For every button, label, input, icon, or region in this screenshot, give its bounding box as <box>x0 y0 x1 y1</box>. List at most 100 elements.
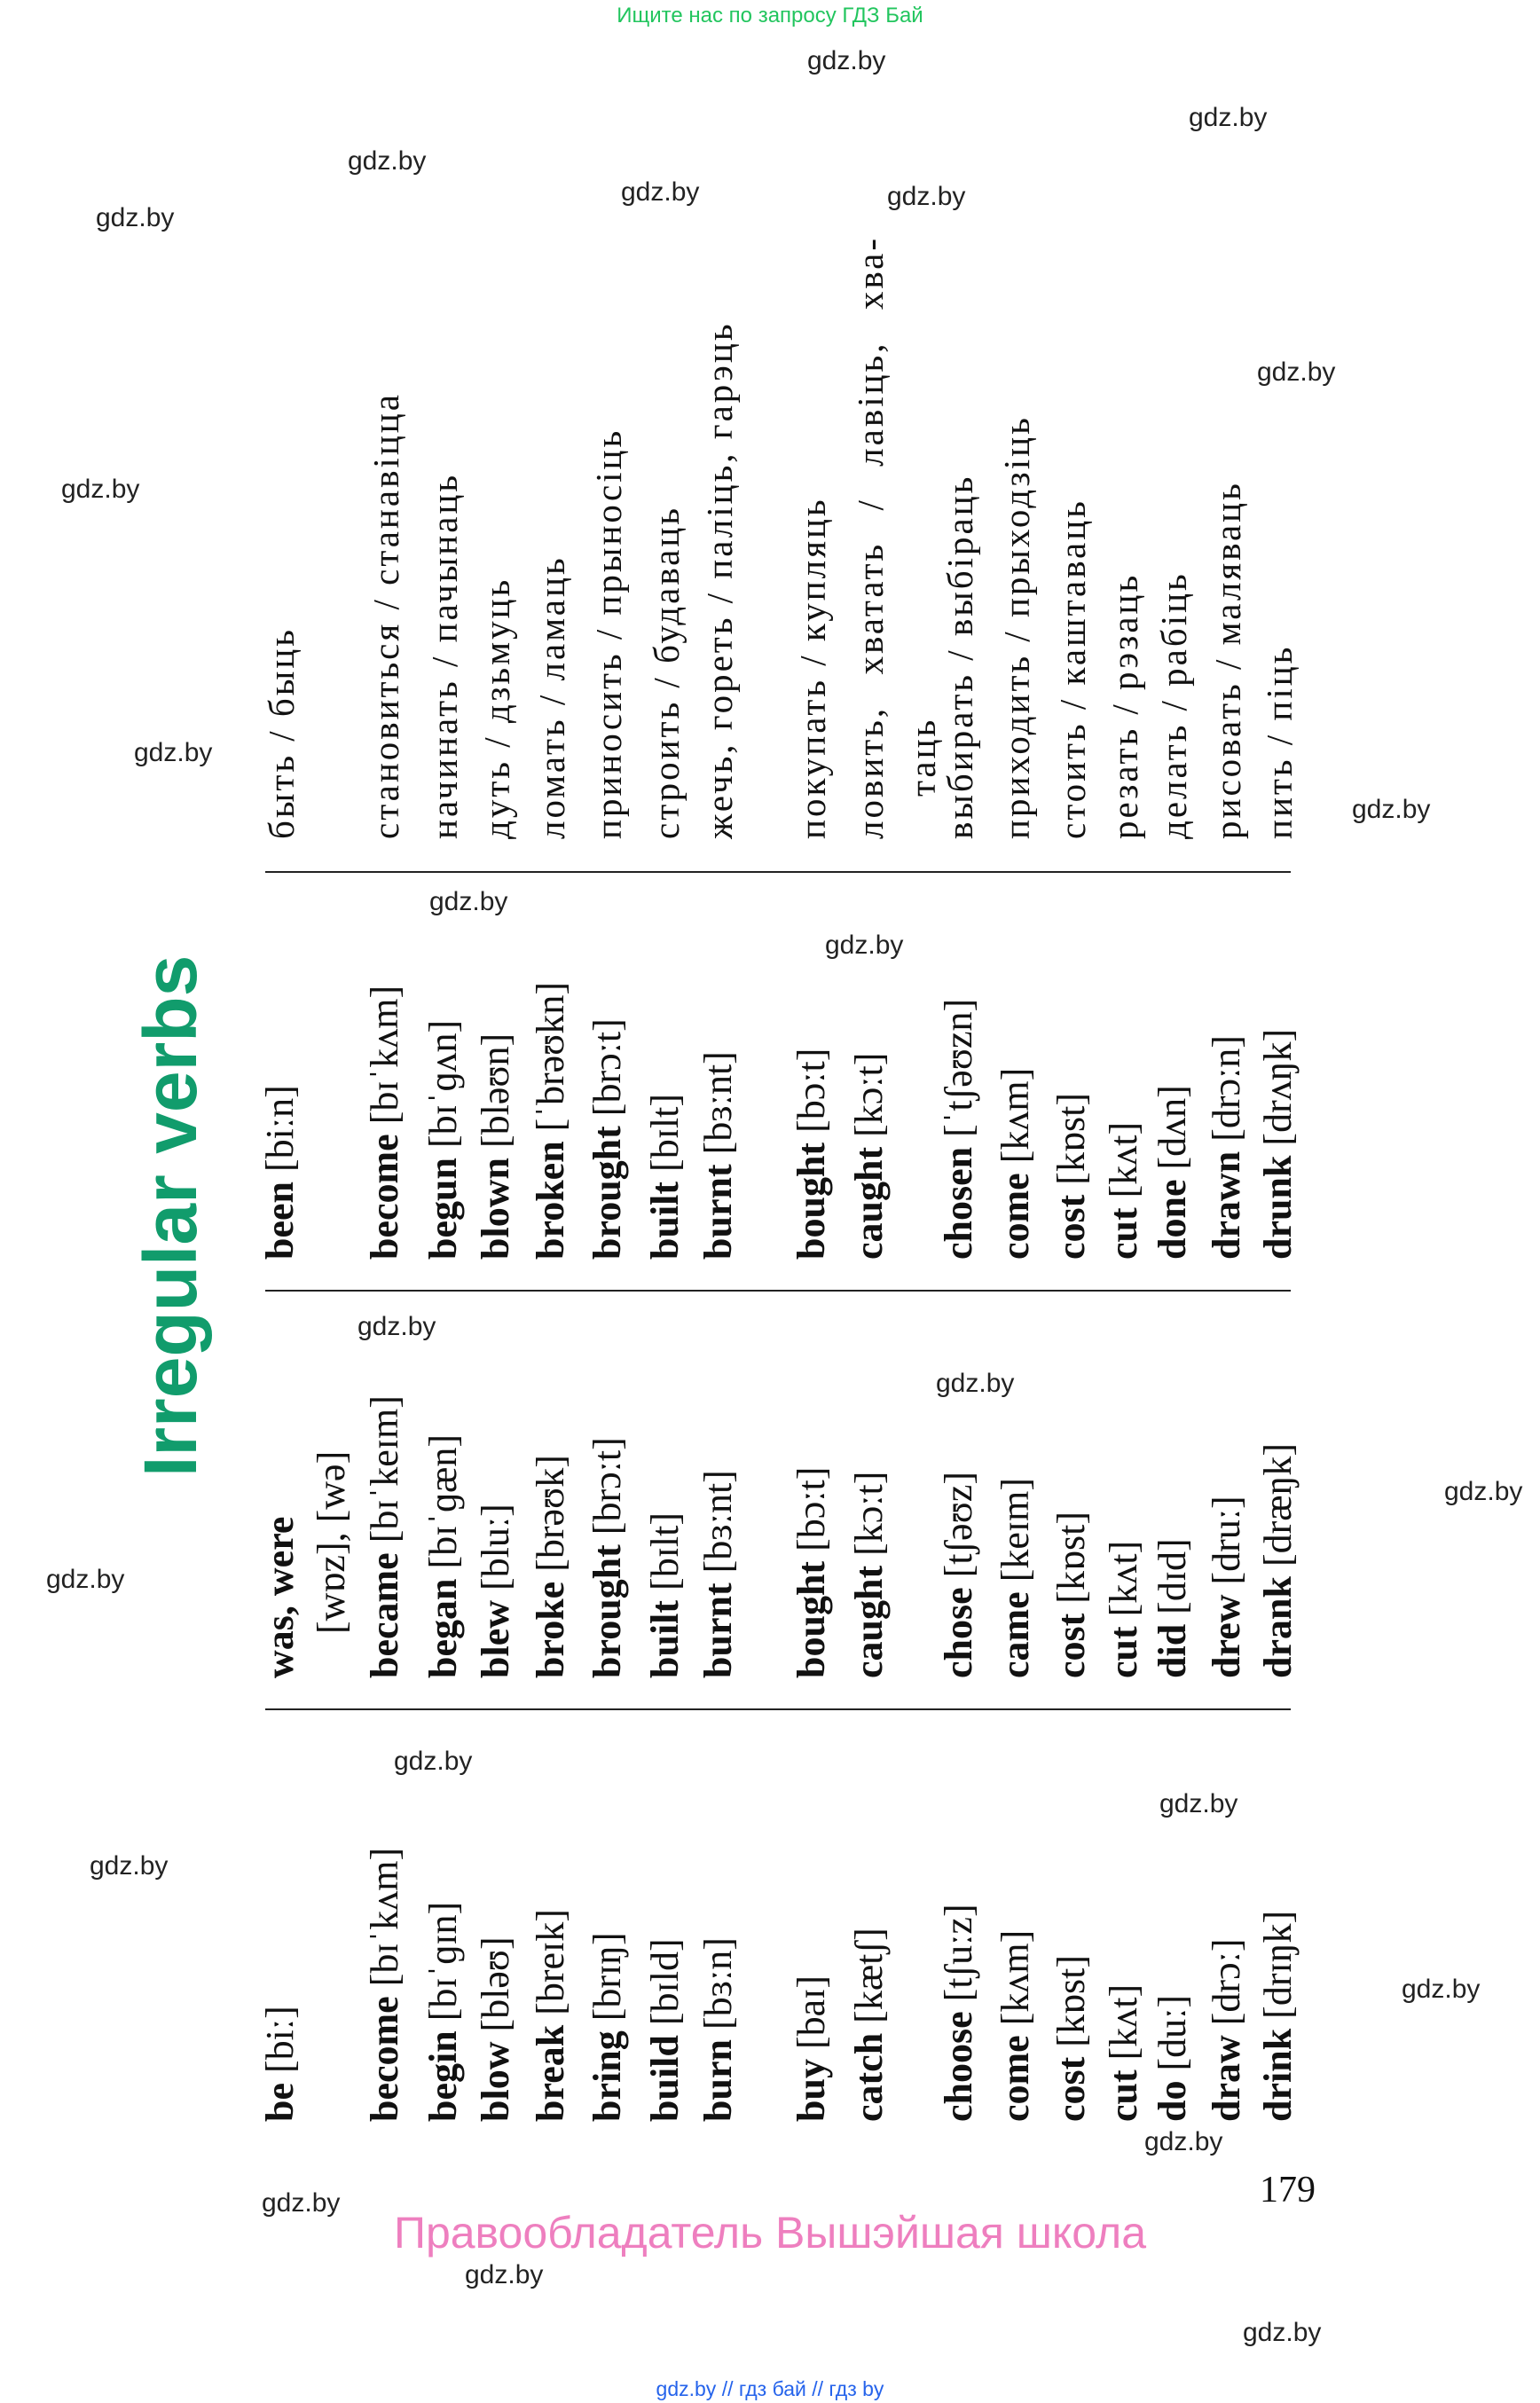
past-word: bought <box>790 1560 833 1678</box>
participle-cell: done [dʌn] <box>1151 1085 1194 1260</box>
base-transcription: [bɜːn] <box>696 1937 740 2030</box>
page-number: 179 <box>1260 2170 1316 2211</box>
watermark: gdz.by <box>429 887 508 916</box>
participle-transcription: [bɜːnt] <box>696 1051 740 1155</box>
participle-transcription: [brɔːt] <box>585 1018 629 1117</box>
base-word: begin <box>421 2030 465 2122</box>
past-transcription: [dræŋk] <box>1256 1442 1300 1567</box>
base-transcription: [duː] <box>1151 1994 1194 2071</box>
past-cell: came [keɪm] <box>994 1478 1037 1678</box>
base-word: burn <box>696 2039 740 2122</box>
participle-cell: bought [bɔːt] <box>790 1048 833 1260</box>
base-transcription: [kʌt] <box>1102 1983 1145 2061</box>
participle-word: burnt <box>696 1164 740 1260</box>
participle-word: begun <box>421 1158 465 1260</box>
base-cell: burn [bɜːn] <box>696 1937 740 2122</box>
past-transcription: [dɪd] <box>1151 1538 1194 1614</box>
past-cell: drew [druː] <box>1205 1496 1248 1678</box>
past-transcription: [bluː] <box>474 1504 517 1590</box>
base-word: catch <box>847 2032 891 2122</box>
participle-cell: blown [bləʊn] <box>474 1033 517 1260</box>
base-word: come <box>994 2035 1037 2122</box>
base-transcription: [biː] <box>258 2006 302 2073</box>
watermark: gdz.by <box>394 1747 473 1776</box>
participle-transcription: [ˈbrəʊkn] <box>529 982 572 1132</box>
participle-word: done <box>1151 1179 1194 1260</box>
participle-word: blown <box>474 1158 517 1260</box>
past-word: did <box>1151 1623 1194 1678</box>
base-cell: come [kʌm] <box>994 1929 1037 2122</box>
base-word: bring <box>585 2030 629 2122</box>
past-transcription: [brɔːt] <box>585 1437 629 1535</box>
watermark: gdz.by <box>1352 795 1431 824</box>
participle-cell: begun [bɪˈɡʌn] <box>421 1020 465 1260</box>
base-cell: buy [baɪ] <box>790 1975 833 2122</box>
participle-cell: broken [ˈbrəʊkn] <box>529 982 572 1260</box>
past-cell: blew [bluː] <box>474 1504 517 1678</box>
past-word: caught <box>847 1565 891 1678</box>
past-cell: became [bɪˈkeɪm] <box>363 1395 406 1678</box>
past-transcription: [bɪlt] <box>643 1512 687 1590</box>
base-cell: choose [tʃuːz] <box>937 1904 980 2122</box>
participle-word: been <box>258 1182 302 1260</box>
past-word: cost <box>1049 1613 1093 1678</box>
past-transcription: [tʃəʊz] <box>937 1471 980 1578</box>
watermark: gdz.by <box>1243 2318 1322 2347</box>
participle-word: broken <box>529 1141 572 1260</box>
past-word: came <box>994 1591 1037 1678</box>
translation-cell: становиться / станавіцца <box>365 392 406 839</box>
base-transcription: [tʃuːz] <box>937 1904 980 2002</box>
participle-transcription: [dʌn] <box>1151 1085 1194 1170</box>
base-cell: be [biː] <box>258 2006 302 2122</box>
translation-cell: делать / рабіць <box>1153 571 1194 839</box>
past-cell: built [bɪlt] <box>643 1512 687 1678</box>
page-title: Irregular verbs <box>129 954 212 1477</box>
translation-cell: стоить / каштаваць <box>1052 499 1093 839</box>
watermark: gdz.by <box>465 2260 544 2289</box>
participle-transcription: [bɪˈkʌm] <box>363 985 406 1125</box>
translation-cell: рисовать / маляваць <box>1207 481 1248 839</box>
participle-cell: caught [kɔːt] <box>847 1052 891 1260</box>
base-cell: build [bɪld] <box>643 1938 687 2122</box>
base-word: choose <box>937 2011 980 2122</box>
past-word: began <box>421 1578 465 1678</box>
base-cell: catch [kætʃ] <box>847 1928 891 2122</box>
past-word: drew <box>1205 1594 1248 1678</box>
participle-word: built <box>643 1181 687 1260</box>
base-transcription: [kʌm] <box>994 1929 1037 2026</box>
participle-word: bought <box>790 1142 833 1260</box>
participle-cell: cost [kɒst] <box>1049 1093 1093 1260</box>
base-word: drink <box>1256 2028 1300 2122</box>
participle-transcription: [drʌŋk] <box>1256 1028 1300 1146</box>
participle-word: drawn <box>1205 1150 1248 1260</box>
participle-word: caught <box>847 1146 891 1260</box>
column-divider <box>265 871 1291 873</box>
participle-word: come <box>994 1173 1037 1260</box>
copyright-owner: Правообладатель Вышэйшая школа <box>394 2208 1146 2258</box>
past-word: became <box>363 1552 406 1678</box>
participle-cell: been [biːn] <box>258 1085 302 1260</box>
watermark: gdz.by <box>1144 2127 1223 2156</box>
past-cell: began [bɪˈɡæn] <box>421 1434 465 1678</box>
translation-cell: приносить / прыносіць <box>588 428 629 839</box>
footer-links[interactable]: gdz.by // гдз бай // гдз by <box>656 2377 884 2400</box>
past-transcription: [kɔːt] <box>847 1471 891 1556</box>
past-transcription: [bɪˈkeɪm] <box>363 1395 406 1543</box>
watermark: gdz.by <box>348 146 427 176</box>
participle-transcription: [biːn] <box>258 1085 302 1172</box>
participle-cell: built [bɪlt] <box>643 1094 687 1260</box>
base-cell: drink [drɪŋk] <box>1256 1911 1300 2122</box>
translation-cell: жечь, гореть / паліць, гарэць <box>699 321 740 839</box>
watermark: gdz.by <box>96 203 175 232</box>
past-cell: cost [kɒst] <box>1049 1512 1093 1678</box>
base-word: do <box>1151 2080 1194 2122</box>
past-transcription: [brəʊk] <box>529 1455 572 1572</box>
participle-cell: become [bɪˈkʌm] <box>363 985 406 1260</box>
past-word: was, were <box>258 1516 302 1678</box>
participle-transcription: [bɔːt] <box>790 1048 833 1133</box>
base-cell: do [duː] <box>1151 1994 1194 2122</box>
past-transcription: [bɔːt] <box>790 1466 833 1551</box>
participle-cell: drawn [drɔːn] <box>1205 1035 1248 1260</box>
watermark: gdz.by <box>825 931 904 960</box>
participle-transcription: [kɔːt] <box>847 1052 891 1137</box>
